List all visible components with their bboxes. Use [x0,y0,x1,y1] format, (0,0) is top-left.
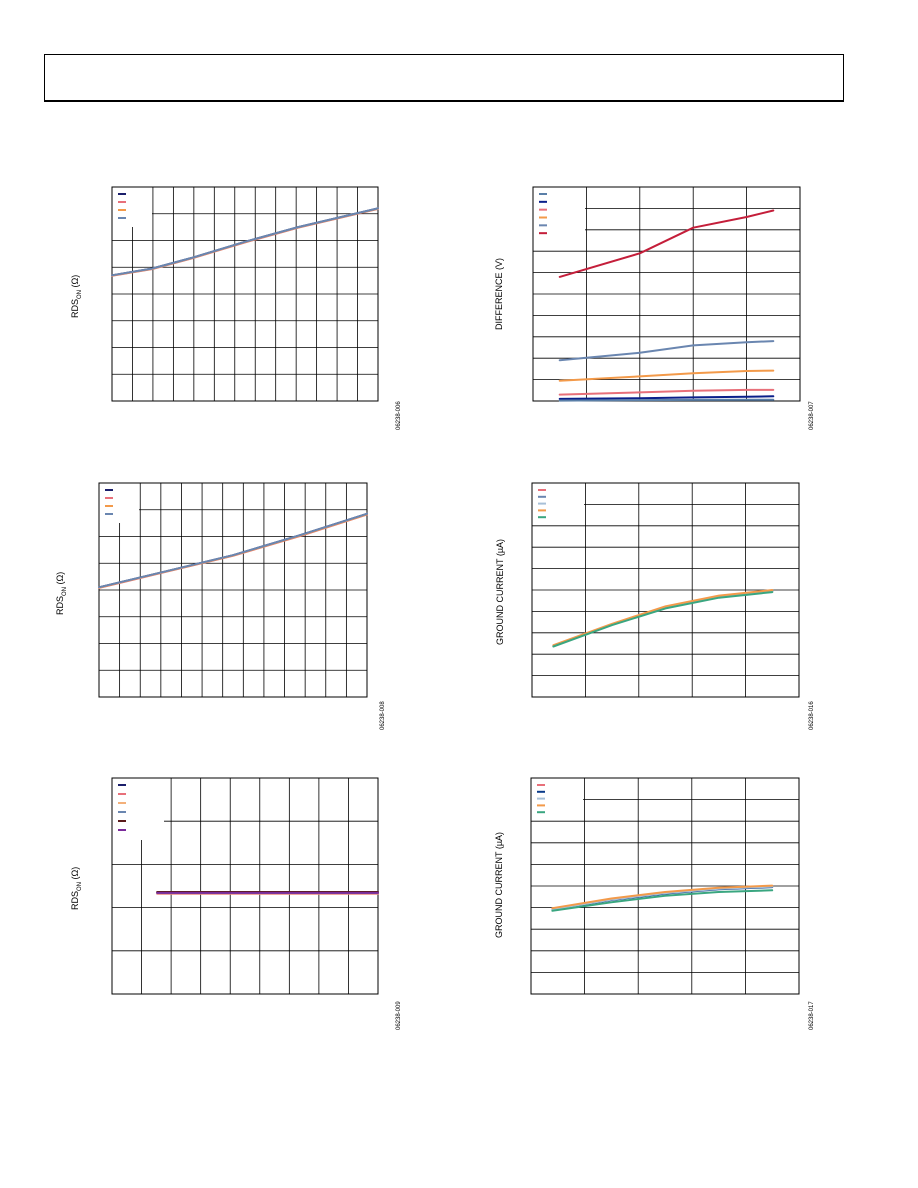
y-axis-label: RDSON (Ω) [55,572,68,615]
series-line-4 [111,207,379,277]
chart-c2 [532,186,801,402]
y-axis-label-main: RDS [70,890,80,910]
series-line-3 [558,369,775,382]
y-axis-label: DIFFERENCE (V) [494,258,504,330]
legend [118,784,126,831]
header-box [44,54,844,102]
chart-c5 [111,777,379,995]
series-line-5 [558,395,775,400]
y-axis-label-main: DIFFERENCE (V) [494,258,504,330]
y-axis-label-main: GROUND CURRENT (µA) [494,831,504,938]
chart-c4 [531,482,800,698]
figure-id: 06238-009 [396,1001,402,1030]
series-line-4 [551,884,774,910]
legend [537,784,545,814]
y-axis-label-sub: ON [76,289,83,299]
series-line-4 [558,388,775,396]
y-axis-label-sub: ON [61,586,68,596]
series-line-5 [552,591,774,648]
legend [538,489,546,519]
y-axis-label-main: RDS [70,298,80,318]
grid [532,483,799,697]
series-line-4 [98,512,368,589]
y-axis-label-unit: (Ω) [70,274,80,290]
figure-id: 06238-017 [809,1001,815,1030]
grid [99,483,367,697]
y-axis-label-main: RDS [55,595,65,615]
series-line-6 [558,398,775,402]
y-axis-label-unit: (Ω) [55,571,65,587]
plot-frame [111,777,379,995]
legend [539,193,547,235]
y-axis-label: GROUND CURRENT (µA) [494,832,504,938]
chart-c1 [111,186,379,402]
chart-c3 [98,482,368,698]
figure-id: 06238-006 [396,401,402,430]
figure-id: 06238-007 [809,401,815,430]
series-line-3 [551,885,774,911]
series-line-1 [558,209,775,278]
grid [112,778,378,994]
y-axis-label-sub: ON [76,881,83,891]
y-axis-label: RDSON (Ω) [70,867,83,910]
y-axis-label-unit: (Ω) [70,866,80,882]
y-axis-label: RDSON (Ω) [70,275,83,318]
series-line-4 [552,589,774,647]
y-axis-label-main: GROUND CURRENT (µA) [495,538,505,645]
legend [118,193,126,219]
series-line-5 [551,889,774,912]
figure-id: 06238-016 [809,701,815,730]
series-line-2 [558,340,775,362]
legend [105,489,113,515]
chart-c6 [530,777,800,995]
figure-id: 06238-008 [380,701,386,730]
y-axis-label: GROUND CURRENT (µA) [495,539,505,645]
